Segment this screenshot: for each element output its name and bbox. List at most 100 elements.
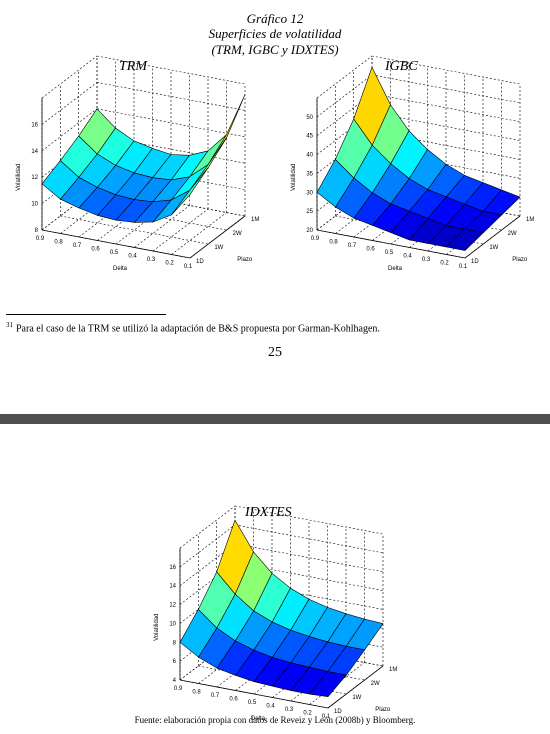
grid-line — [60, 215, 209, 245]
delta-tick-label: 0.1 — [184, 264, 193, 270]
delta-tick-label: 0.2 — [303, 711, 312, 717]
volatility-tick-label: 35 — [306, 171, 313, 177]
volatility-tick-label: 14 — [31, 149, 38, 155]
plazo-tick-label: 1M — [389, 667, 397, 673]
plazo-tick-label: 1M — [251, 217, 259, 223]
delta-tick-label: 0.8 — [54, 240, 63, 246]
surface — [179, 519, 384, 698]
volatility-tick-label: 14 — [169, 584, 176, 590]
figure-subtitle: (TRM, IGBC y IDXTES) — [211, 42, 339, 57]
grid-line — [152, 208, 209, 252]
delta-tick-label: 0.5 — [248, 700, 257, 706]
grid-line — [316, 55, 373, 99]
chart-title-igbc: IGBC — [385, 59, 418, 74]
volatility-tick-label: 16 — [169, 565, 176, 571]
grid-line — [179, 505, 236, 549]
figure-title: Superficies de volatilidad — [208, 26, 342, 41]
volatility-tick-label: 16 — [31, 122, 38, 128]
delta-tick-label: 0.7 — [211, 693, 220, 699]
surface-chart-idxtes: 4 6 8 10 12 14 16 0.9 0.8 0.7 0.6 0.5 0.4 0.3 0.2 0.11D… — [154, 505, 397, 722]
plazo-tick-label: 1W — [214, 245, 223, 251]
delta-tick-label: 0.3 — [147, 257, 156, 263]
volatility-tick-label: 40 — [306, 153, 313, 159]
page-separator — [0, 414, 550, 424]
plazo-axis — [327, 665, 384, 709]
grid-line — [96, 82, 246, 111]
volatility-tick-label: 12 — [169, 603, 176, 609]
volatility-tick-label: 4 — [173, 678, 177, 684]
report-page-bottom: IDXTES 4 6 8 10 12 14 16 0.9 0.8 0.7 0.6 0.5 0.4 0.3 0… — [0, 424, 550, 734]
delta-tick-label: 0.6 — [366, 247, 375, 253]
volatility-tick-label: 12 — [31, 175, 38, 181]
plazo-tick-label: 1M — [526, 217, 534, 223]
volatility-tick-label: 10 — [169, 621, 176, 627]
volatility-tick-label: 6 — [173, 659, 177, 665]
delta-tick-label: 0.4 — [128, 254, 137, 260]
volatility-tick-label: 30 — [306, 190, 313, 196]
delta-axis-title: Delta — [388, 266, 403, 272]
plazo-tick-label: 2W — [233, 231, 242, 237]
grid-line — [371, 93, 521, 123]
volatility-tick-label: 25 — [306, 209, 313, 215]
grid-line — [371, 74, 521, 104]
grid-line — [41, 108, 98, 152]
grid-line — [234, 505, 384, 535]
delta-tick-label: 0.7 — [348, 243, 357, 249]
plazo-axis-title: Plazo — [237, 257, 253, 263]
volatility-axis-title: Volatilidad — [16, 164, 22, 191]
grid-line — [316, 74, 373, 118]
grid-line — [96, 55, 246, 85]
delta-axis — [179, 679, 329, 709]
delta-tick-label: 0.9 — [36, 236, 45, 242]
delta-tick-label: 0.8 — [192, 690, 201, 696]
page-number: 25 — [268, 345, 282, 360]
delta-tick-label: 0.6 — [91, 247, 100, 253]
delta-tick-label: 0.5 — [385, 250, 394, 256]
surface-patch — [308, 671, 347, 698]
delta-tick-label: 0.9 — [174, 686, 183, 692]
grid-line — [134, 205, 190, 248]
delta-tick-label: 0.6 — [229, 697, 238, 703]
chart-title-trm: TRM — [119, 59, 147, 74]
delta-tick-label: 0.9 — [311, 236, 320, 242]
volatility-axis-title: Volatilidad — [291, 164, 297, 191]
volatility-tick-label: 45 — [306, 134, 313, 140]
grid-line — [41, 55, 98, 99]
volatility-tick-label: 50 — [306, 115, 313, 121]
plazo-axis-title: Plazo — [512, 257, 528, 263]
surface — [41, 94, 246, 223]
plazo-tick-label: 1D — [471, 259, 479, 265]
grid-line — [96, 108, 246, 138]
delta-axis — [316, 229, 466, 259]
footnote-text: Para el caso de la TRM se utilizó la ada… — [16, 323, 380, 335]
surface-patch — [445, 228, 484, 251]
chart-title-idxtes: IDXTES — [245, 505, 292, 520]
surface-chart-trm: 8 10 12 14 16 0.9 0.8 0.7 0.6 0.5 0.4 0.3 0.2 0.11D 1W… — [16, 55, 259, 272]
figure-caption: Gráfico 12 — [246, 11, 304, 26]
plazo-axis — [189, 215, 246, 259]
delta-tick-label: 0.4 — [266, 704, 275, 710]
delta-tick-label: 0.7 — [73, 243, 82, 249]
delta-tick-label: 0.2 — [165, 261, 174, 267]
plazo-tick-label: 1W — [352, 695, 361, 701]
delta-axis — [41, 229, 191, 259]
plazo-tick-label: 1W — [489, 245, 498, 251]
plazo-axis — [464, 215, 521, 259]
volatility-tick-label: 8 — [173, 640, 177, 646]
volatility-axis-title: Volatilidad — [154, 614, 160, 641]
plazo-tick-label: 1D — [196, 259, 204, 265]
figure-source: Fuente: elaboración propia con datos de … — [134, 715, 416, 725]
delta-axis-title: Delta — [113, 266, 128, 272]
surface-patch — [171, 167, 209, 216]
delta-tick-label: 0.3 — [422, 257, 431, 263]
delta-tick-label: 0.3 — [285, 707, 294, 713]
plazo-tick-label: 1D — [334, 709, 342, 715]
volatility-tick-label: 20 — [306, 228, 313, 234]
delta-tick-label: 0.1 — [459, 264, 468, 270]
delta-axis-title: Delta — [251, 716, 266, 722]
delta-tick-label: 0.8 — [329, 240, 338, 246]
plazo-tick-label: 2W — [371, 681, 380, 687]
report-page-top: Gráfico 12 Superficies de volatilidad (T… — [6, 11, 535, 360]
footnote-rule — [6, 314, 166, 315]
surface — [316, 66, 521, 251]
